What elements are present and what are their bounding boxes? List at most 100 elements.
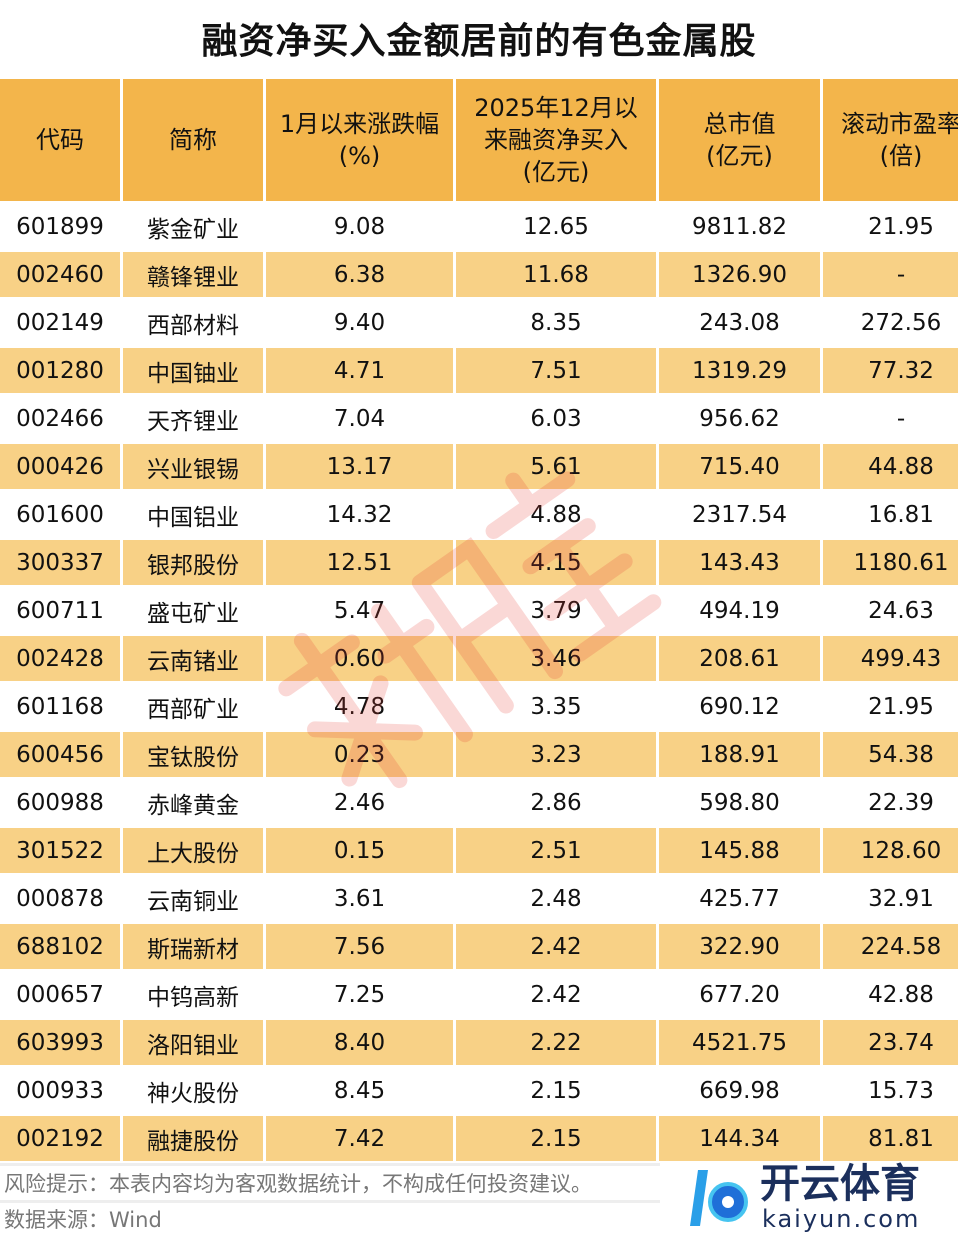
table-cell: 12.65 xyxy=(456,204,656,249)
table-cell: 4.71 xyxy=(266,348,453,393)
table-row: 002466 天齐锂业 7.04 6.03 956.62- xyxy=(0,396,958,441)
table-row: 600456 宝钛股份 0.23 3.23 188.91 54.38 xyxy=(0,732,958,777)
logo-cn: 开云体育 xyxy=(760,1161,920,1207)
table-cell: 2.46 xyxy=(266,780,453,825)
column-header: 2025年12月以 来融资净买入 (亿元) xyxy=(456,79,656,201)
table-cell: 6.38 xyxy=(266,252,453,297)
table-cell: 兴业银锡 xyxy=(123,444,263,489)
column-header: 滚动市盈率 (倍) xyxy=(823,79,958,201)
table-cell: 23.74 xyxy=(823,1020,958,1065)
table-cell: 002466 xyxy=(0,396,120,441)
table-cell: 银邦股份 xyxy=(123,540,263,585)
table-cell: 中国铀业 xyxy=(123,348,263,393)
table-cell: 243.08 xyxy=(659,300,820,345)
table-cell: 9.40 xyxy=(266,300,453,345)
table-cell: 7.42 xyxy=(266,1116,453,1161)
table-cell: 13.17 xyxy=(266,444,453,489)
table-cell: 3.35 xyxy=(456,684,656,729)
table-cell: 中钨高新 xyxy=(123,972,263,1017)
table-cell: - xyxy=(823,252,958,297)
table-cell: 神火股份 xyxy=(123,1068,263,1113)
table-row: 601168 西部矿业 4.78 3.35 690.12 21.95 xyxy=(0,684,958,729)
table-row: 000657 中钨高新 7.25 2.42 677.20 42.88 xyxy=(0,972,958,1017)
table-cell: 32.91 xyxy=(823,876,958,921)
table-cell: 000933 xyxy=(0,1068,120,1113)
table-cell: 7.51 xyxy=(456,348,656,393)
table-row: 002428 云南锗业 0.60 3.46 208.61 499.43 xyxy=(0,636,958,681)
table-cell: 601168 xyxy=(0,684,120,729)
column-header: 总市值 (亿元) xyxy=(659,79,820,201)
table-cell: 598.80 xyxy=(659,780,820,825)
table-cell: 9.08 xyxy=(266,204,453,249)
table-cell: 盛屯矿业 xyxy=(123,588,263,633)
table-cell: 601600 xyxy=(0,492,120,537)
table-cell: 8.35 xyxy=(456,300,656,345)
table-cell: 54.38 xyxy=(823,732,958,777)
table-row: 001280 中国铀业 4.71 7.51 1319.29 77.32 xyxy=(0,348,958,393)
table-cell: 1180.61 xyxy=(823,540,958,585)
table-cell: 677.20 xyxy=(659,972,820,1017)
table-cell: 3.79 xyxy=(456,588,656,633)
table-cell: 603993 xyxy=(0,1020,120,1065)
table-row: 601600 中国铝业 14.32 4.88 2317.54 16.81 xyxy=(0,492,958,537)
table-cell: 322.90 xyxy=(659,924,820,969)
table-row: 603993 洛阳钼业 8.40 2.22 4521.75 23.74 xyxy=(0,1020,958,1065)
table-cell: - xyxy=(823,396,958,441)
table-cell: 001280 xyxy=(0,348,120,393)
table-cell: 002192 xyxy=(0,1116,120,1161)
data-source: 数据来源：Wind xyxy=(4,1208,162,1232)
table-cell: 002460 xyxy=(0,252,120,297)
logo-k-ball-icon xyxy=(690,1170,748,1226)
table-cell: 208.61 xyxy=(659,636,820,681)
table-cell: 7.04 xyxy=(266,396,453,441)
table-cell: 4.88 xyxy=(456,492,656,537)
table-cell: 145.88 xyxy=(659,828,820,873)
table-cell: 144.34 xyxy=(659,1116,820,1161)
table-cell: 81.81 xyxy=(823,1116,958,1161)
table-cell: 7.56 xyxy=(266,924,453,969)
table-cell: 21.95 xyxy=(823,204,958,249)
table-cell: 44.88 xyxy=(823,444,958,489)
table-row: 600988 赤峰黄金 2.46 2.86 598.80 22.39 xyxy=(0,780,958,825)
table-row: 300337 银邦股份 12.51 4.15 143.43 1180.61 xyxy=(0,540,958,585)
table-row: 002192 融捷股份 7.42 2.15 144.34 81.81 xyxy=(0,1116,958,1161)
divider xyxy=(0,1163,660,1166)
table-cell: 272.56 xyxy=(823,300,958,345)
table-cell: 2.22 xyxy=(456,1020,656,1065)
table-cell: 紫金矿业 xyxy=(123,204,263,249)
table-cell: 中国铝业 xyxy=(123,492,263,537)
table-cell: 洛阳钼业 xyxy=(123,1020,263,1065)
table-cell: 956.62 xyxy=(659,396,820,441)
table-cell: 224.58 xyxy=(823,924,958,969)
table-cell: 宝钛股份 xyxy=(123,732,263,777)
logo-en: kaiyun.com xyxy=(762,1205,921,1233)
table-cell: 2.86 xyxy=(456,780,656,825)
table-row: 000426 兴业银锡 13.17 5.61 715.40 44.88 xyxy=(0,444,958,489)
table-cell: 云南锗业 xyxy=(123,636,263,681)
table-cell: 3.23 xyxy=(456,732,656,777)
table-cell: 2.42 xyxy=(456,972,656,1017)
table-cell: 494.19 xyxy=(659,588,820,633)
table-cell: 715.40 xyxy=(659,444,820,489)
table-cell: 1319.29 xyxy=(659,348,820,393)
page-title: 融资净买入金额居前的有色金属股 xyxy=(201,21,757,62)
table-cell: 9811.82 xyxy=(659,204,820,249)
table-cell: 128.60 xyxy=(823,828,958,873)
table-cell: 42.88 xyxy=(823,972,958,1017)
table-cell: 5.61 xyxy=(456,444,656,489)
table-cell: 499.43 xyxy=(823,636,958,681)
table-cell: 上大股份 xyxy=(123,828,263,873)
table-cell: 4.78 xyxy=(266,684,453,729)
table-cell: 24.63 xyxy=(823,588,958,633)
table-cell: 8.45 xyxy=(266,1068,453,1113)
table-row: 688102 斯瑞新材 7.56 2.42 322.90 224.58 xyxy=(0,924,958,969)
table-cell: 0.60 xyxy=(266,636,453,681)
table-cell: 5.47 xyxy=(266,588,453,633)
table-cell: 2.42 xyxy=(456,924,656,969)
table-cell: 16.81 xyxy=(823,492,958,537)
table-cell: 21.95 xyxy=(823,684,958,729)
column-header: 代码 xyxy=(0,79,120,201)
table-row: 002149 西部材料 9.40 8.35 243.08 272.56 xyxy=(0,300,958,345)
table-cell: 天齐锂业 xyxy=(123,396,263,441)
table-cell: 2.15 xyxy=(456,1116,656,1161)
